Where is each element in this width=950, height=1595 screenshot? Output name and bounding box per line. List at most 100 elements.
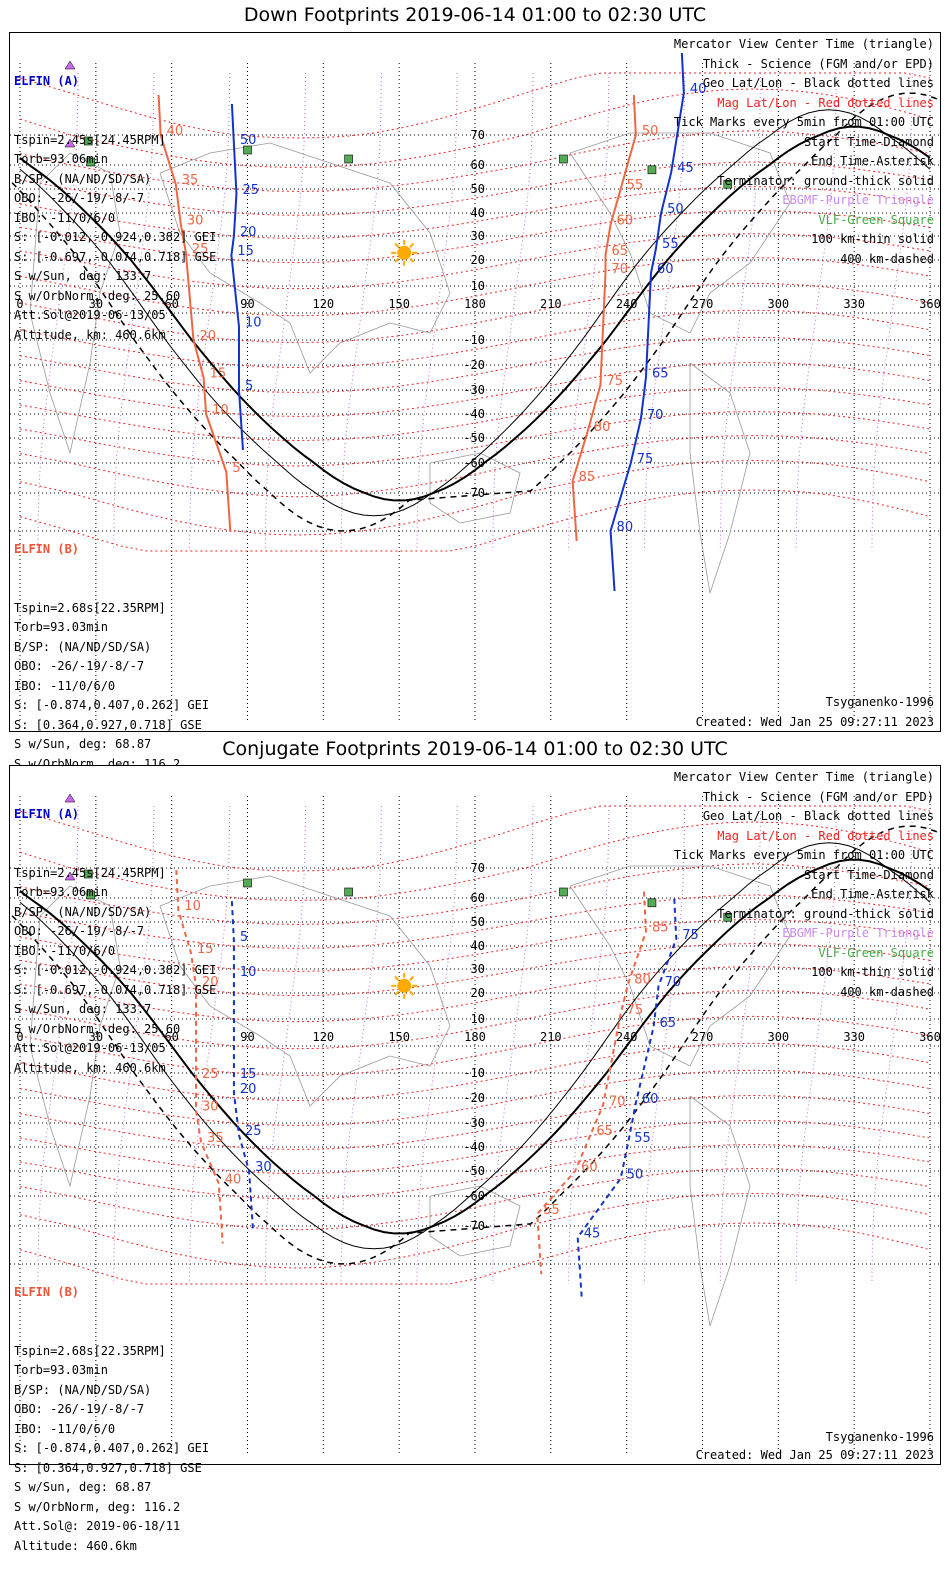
geo-grid [10,796,940,1456]
lat-tick-label: 70 [471,861,485,875]
vlf-station-marker [723,912,733,922]
lat-tick-label: 10 [471,1012,485,1026]
mag-meridian [643,805,686,1285]
legend-item: Thick - Science (FGM and/or EPD) [702,56,934,71]
info-line: OBO: -26/-19/-8/-7 [14,191,145,205]
terminator-ground [19,125,931,502]
coastline [569,132,791,334]
mag-parallel [19,282,931,344]
track-tick-label: 50 [642,124,659,139]
track-tick-label: 20 [240,225,257,240]
mag-parallel [19,821,931,901]
track-tick-label: 25 [202,1067,219,1082]
lat-tick-label: 10 [471,279,485,293]
legend-item: Geo Lat/Lon - Black dotted lines [702,76,934,90]
sun-ray [409,975,415,981]
legend-item: VLF-Green Square [818,945,934,960]
lat-tick-label: 60 [471,891,485,905]
vlf-station-marker [344,887,353,897]
mag-meridian [340,805,382,1285]
terminator-100km [19,842,931,1250]
lat-tick-label: 40 [471,206,485,220]
info-line: OBO: -26/-19/-8/-7 [14,659,145,673]
track-tick-label: 50 [240,133,257,148]
elfin-b-lines: Tspin=2.68s[22.35RPM] Torb=93.03min B/SP: … [14,1342,209,1557]
terminator-100km [19,109,931,517]
track-tick-label: 55 [627,178,644,193]
lon-tick-label: 330 [843,297,865,311]
coastline [159,875,451,1107]
legend-item: Start Time-Diamond [803,134,934,149]
lon-tick-label: 300 [767,1030,789,1044]
map-canvas: 0 30 60 90 120 150 180 210 240 270 300 330 360 70 60 50… [10,793,940,1456]
legend-item: 100 km-thin solid [811,965,934,979]
lon-tick-label: 300 [767,297,789,311]
track-tick-label: 55 [543,1203,560,1218]
sun-ray [409,990,415,996]
sun-ray [409,257,415,263]
track-tick-label: 50 [627,1168,644,1183]
info-line: S: [-0.874,0.407,0.262] GEI [14,698,210,712]
elfin-a-track [230,103,244,451]
elfin-a-info: ELFIN (A) Tspin=2.45s[24.45RPM] Torb=93.0… [14,766,216,1117]
info-line: B/SP: (NA/ND/SD/SA) [14,1382,152,1397]
sun-ray [394,975,400,981]
track-tick-label: 45 [584,1226,601,1241]
vlf-station-marker [559,154,568,164]
lon-tick-label: 240 [616,1030,638,1044]
sun-ray [394,242,400,248]
vlf-station-marker [723,179,733,189]
track-tick-label: 25 [242,183,259,198]
track-tick-label: 20 [199,329,216,344]
lon-tick-label: 360 [919,297,940,311]
mag-meridian [188,805,231,1285]
sun-disc [397,978,412,993]
info-line: S w/Sun, deg: 68.87 [14,1480,152,1494]
lat-tick-label: 30 [471,229,485,243]
axis-labels: 0 30 60 90 120 150 180 210 240 270 300 330 360 70 60 50… [16,861,940,1233]
coastline [689,1095,751,1327]
track-tick-label: 10 [240,965,257,980]
lat-tick-label: -20 [463,1091,485,1105]
info-line: B/SP: (NA/ND/SD/SA) [14,904,152,919]
track-tick-label: 80 [634,972,651,987]
lat-tick-label: 20 [471,986,485,1000]
elfin-a-info: ELFIN (A) Tspin=2.45s[24.45RPM] Torb=93.0… [14,33,216,384]
lon-tick-label: 180 [464,297,486,311]
mag-parallel [19,1168,931,1231]
legend-item: Mag Lat/Lon - Red dotted lines [717,95,934,110]
lon-tick-label: 210 [540,297,562,311]
elfin-b-info: ELFIN (B) Tspin=2.68s[22.35RPM] Torb=93.0… [14,1244,209,1595]
track-tick-label: 50 [667,202,684,217]
elfin-a-track [230,901,255,1232]
track-tick-label: 70 [609,1095,626,1110]
mag-parallel [19,1015,931,1077]
track-tick-label: 85 [579,470,596,485]
mag-meridian [37,805,79,1285]
ebgmf-triangle [64,871,76,881]
legend-item: Terminator: ground-thick solid [717,906,934,921]
lon-tick-label: 360 [919,1030,940,1044]
track-tick-label: 70 [665,975,682,990]
vlf-station-marker [243,878,252,888]
lon-tick-label: 180 [464,1030,486,1044]
vlf-station-marker [86,157,96,167]
track-tick-label: 30 [187,214,204,229]
created-label: Created: Wed Jan 25 09:27:11 2023 [695,1448,934,1462]
lon-tick-label: 240 [616,297,638,311]
info-line: S w/OrbNorm, deg: 25.60 [14,1021,181,1036]
ebgmf-triangle [64,138,76,148]
created-label: Created: Wed Jan 25 09:27:11 2023 [695,715,934,729]
info-line: S w/Sun, deg: 133.7 [14,1002,152,1016]
map-down-footprints: 0 30 60 90 120 150 180 210 240 270 300 330 360 70 60 50… [9,32,941,810]
elfin-b-name: ELFIN (B) [14,542,80,556]
legend-item: Mercator View Center Time (triangle) [673,770,934,784]
track-tick-label: 75 [682,928,699,943]
lat-tick-label: -50 [463,1164,485,1178]
lat-tick-label: 50 [471,182,485,196]
mag-parallel [19,435,931,498]
lat-tick-label: -40 [463,407,485,421]
track-tick-label: 35 [207,1131,224,1146]
track-tick-label: 10 [245,316,262,331]
lon-tick-label: 0 [16,1030,23,1044]
